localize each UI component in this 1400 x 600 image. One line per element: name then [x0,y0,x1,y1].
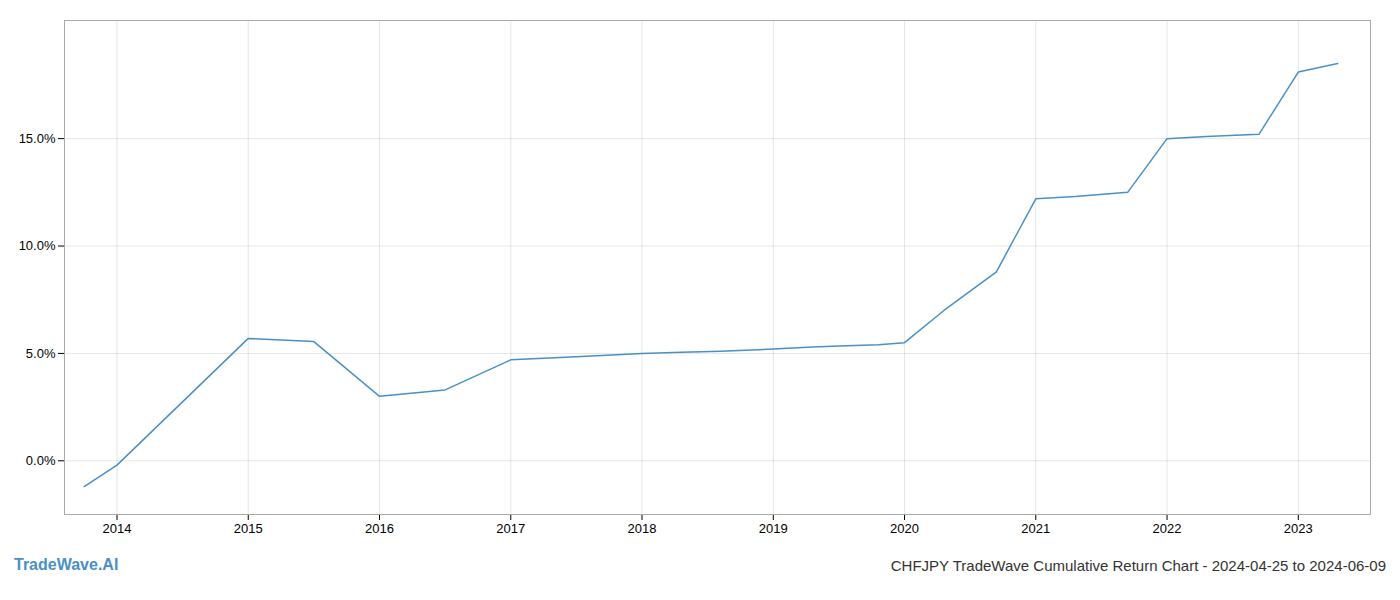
svg-text:2023: 2023 [1284,521,1313,536]
svg-text:10.0%: 10.0% [19,238,56,253]
svg-text:2015: 2015 [234,521,263,536]
svg-text:2021: 2021 [1021,521,1050,536]
svg-text:0.0%: 0.0% [26,453,56,468]
html-text:TradeWave.AI: TradeWave.AI [14,556,119,573]
html-text:CHFJPY TradeWave Cumulative Re: CHFJPY TradeWave Cumulative Return Chart… [890,557,1386,574]
svg-text:15.0%: 15.0% [19,131,56,146]
svg-text:2020: 2020 [890,521,919,536]
svg-text:2022: 2022 [1153,521,1182,536]
svg-text:2018: 2018 [628,521,657,536]
svg-text:2014: 2014 [103,521,132,536]
svg-text:5.0%: 5.0% [26,346,56,361]
svg-text:2019: 2019 [759,521,788,536]
svg-text:2016: 2016 [365,521,394,536]
svg-text:2017: 2017 [496,521,525,536]
